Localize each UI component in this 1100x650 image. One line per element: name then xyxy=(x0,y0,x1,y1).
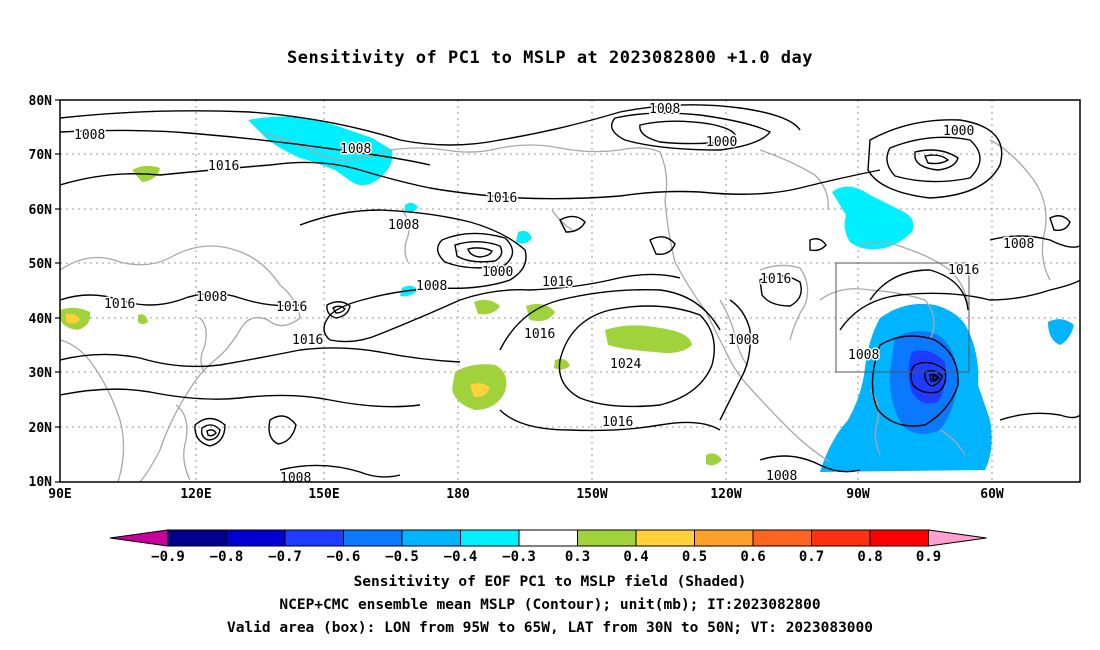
lat-tick-label: 40N xyxy=(29,312,53,327)
lat-tick-label: 50N xyxy=(29,257,53,272)
contour-label: 1016 xyxy=(276,300,307,315)
shade-patch-3 xyxy=(516,230,532,244)
colorbar-label: 0.6 xyxy=(740,549,765,565)
colorbar-label: −0.3 xyxy=(502,549,536,565)
contour-label: 1008 xyxy=(196,290,227,305)
lat-tick-label: 80N xyxy=(29,94,53,109)
lat-tick-label: 60N xyxy=(29,203,53,218)
colorbar-swatch xyxy=(577,529,637,547)
contour-label: 1000 xyxy=(706,135,737,150)
shade-patch-green-3 xyxy=(138,314,148,324)
shade-patch-bering-2 xyxy=(405,202,418,213)
lon-tick-label: 90E xyxy=(48,487,71,502)
colorbar-label: 0.9 xyxy=(916,549,941,565)
contour-label: 1008 xyxy=(848,348,879,363)
colorbar: −0.9 −0.8 −0.7 −0.6 −0.5 −0.4 −0.3 0.3 0.4 0.5 0.6… xyxy=(109,529,987,565)
map-title: Sensitivity of PC1 to MSLP at 2023082800… xyxy=(286,48,813,68)
lon-tick-label: 90W xyxy=(846,487,870,502)
map-frame xyxy=(59,99,1081,483)
shade-patch-green-8 xyxy=(554,358,570,370)
shade-patch-east xyxy=(1048,319,1074,345)
lat-tick-label: 20N xyxy=(29,421,53,436)
latitude-axis: 80N 70N 60N 50N 40N 30N 20N 10N xyxy=(29,94,53,490)
lat-tick-label: 30N xyxy=(29,366,53,381)
colorbar-label: −0.4 xyxy=(444,549,478,565)
shade-patch-bering xyxy=(248,116,393,186)
colorbar-label: −0.9 xyxy=(151,549,185,565)
caption-line-2: NCEP+CMC ensemble mean MSLP (Contour); u… xyxy=(279,597,821,613)
contour-label: 1016 xyxy=(948,263,979,278)
contour-label: 1008 xyxy=(766,469,797,484)
contour-label: 1016 xyxy=(292,333,323,348)
colorbar-swatch xyxy=(343,529,403,547)
colorbar-label: −0.7 xyxy=(268,549,302,565)
colorbar-label: 0.5 xyxy=(682,549,707,565)
shade-patch-yellow-2 xyxy=(470,383,490,398)
colorbar-swatch xyxy=(694,529,754,547)
contour-label: 1008 xyxy=(416,279,447,294)
contour-label: 1016 xyxy=(524,327,555,342)
contour-label: 1008 xyxy=(1003,237,1034,252)
caption-line-3: Valid area (box): LON from 95W to 65W, L… xyxy=(226,620,873,636)
colorbar-label: −0.8 xyxy=(210,549,244,565)
colorbar-end-low xyxy=(109,529,169,547)
lon-tick-label: 150W xyxy=(576,487,607,502)
lon-tick-label: 120W xyxy=(710,487,741,502)
contour-label: 1008 xyxy=(340,142,371,157)
colorbar-label: 0.3 xyxy=(565,549,590,565)
colorbar-swatch xyxy=(752,529,812,547)
contour-label: 1008 xyxy=(649,102,680,117)
contour-label: 1000 xyxy=(943,124,974,139)
coastlines xyxy=(60,131,1051,482)
contour-label: 1008 xyxy=(388,218,419,233)
colorbar-end-high xyxy=(928,529,987,547)
contour-label: 1016 xyxy=(486,191,517,206)
caption-line-1: Sensitivity of EOF PC1 to MSLP field (Sh… xyxy=(353,574,747,590)
longitude-axis: 90E 120E 150E 180 150W 120W 90W 60W xyxy=(48,487,1004,502)
colorbar-swatch xyxy=(518,529,578,547)
shade-patch-green-5 xyxy=(526,304,555,321)
shade-patch-hudson xyxy=(832,186,914,250)
colorbar-swatch xyxy=(284,529,344,547)
colorbar-swatch xyxy=(811,529,871,547)
contour-label: 1016 xyxy=(760,272,791,287)
colorbar-swatch xyxy=(226,529,286,547)
graticule xyxy=(60,100,1080,482)
contour-label-bottom: 1008 xyxy=(280,471,311,486)
lon-tick-label: 120E xyxy=(180,487,211,502)
shade-patch-yellow-1 xyxy=(66,313,80,324)
contour-labels: 1008 1008 1000 1000 1016 1016 1008 1008 … xyxy=(73,101,1036,486)
colorbar-swatch xyxy=(460,529,520,547)
colorbar-label: 0.7 xyxy=(799,549,824,565)
contour-label: 1024 xyxy=(610,357,641,372)
mslp-contours xyxy=(60,104,1080,478)
lon-tick-label: 180 xyxy=(446,487,470,502)
contour-label: 1000 xyxy=(482,265,513,280)
latitude-ticks xyxy=(55,99,60,483)
contour-label: 1008 xyxy=(728,333,759,348)
colorbar-swatch xyxy=(167,529,227,547)
colorbar-label: 0.4 xyxy=(623,549,648,565)
shade-patch-green-4 xyxy=(474,299,500,315)
lat-tick-label: 70N xyxy=(29,148,53,163)
colorbar-swatch xyxy=(635,529,695,547)
contour-label: 1016 xyxy=(104,297,135,312)
colorbar-label: −0.5 xyxy=(385,549,419,565)
lat-tick-label: 10N xyxy=(29,475,53,490)
colorbar-swatch xyxy=(869,529,929,547)
contour-label: 1016 xyxy=(542,275,573,290)
colorbar-label: −0.6 xyxy=(327,549,361,565)
lon-tick-label: 60W xyxy=(980,487,1004,502)
contour-label: 1008 xyxy=(74,128,105,143)
colorbar-label: 0.8 xyxy=(857,549,882,565)
contour-label: 1016 xyxy=(208,159,239,174)
colorbar-swatch xyxy=(401,529,461,547)
contour-label: 1016 xyxy=(602,415,633,430)
shade-patch-green-7 xyxy=(605,325,692,354)
lon-tick-label: 150E xyxy=(308,487,339,502)
shade-patch-green-9 xyxy=(706,453,722,466)
valid-area-box xyxy=(835,262,970,373)
